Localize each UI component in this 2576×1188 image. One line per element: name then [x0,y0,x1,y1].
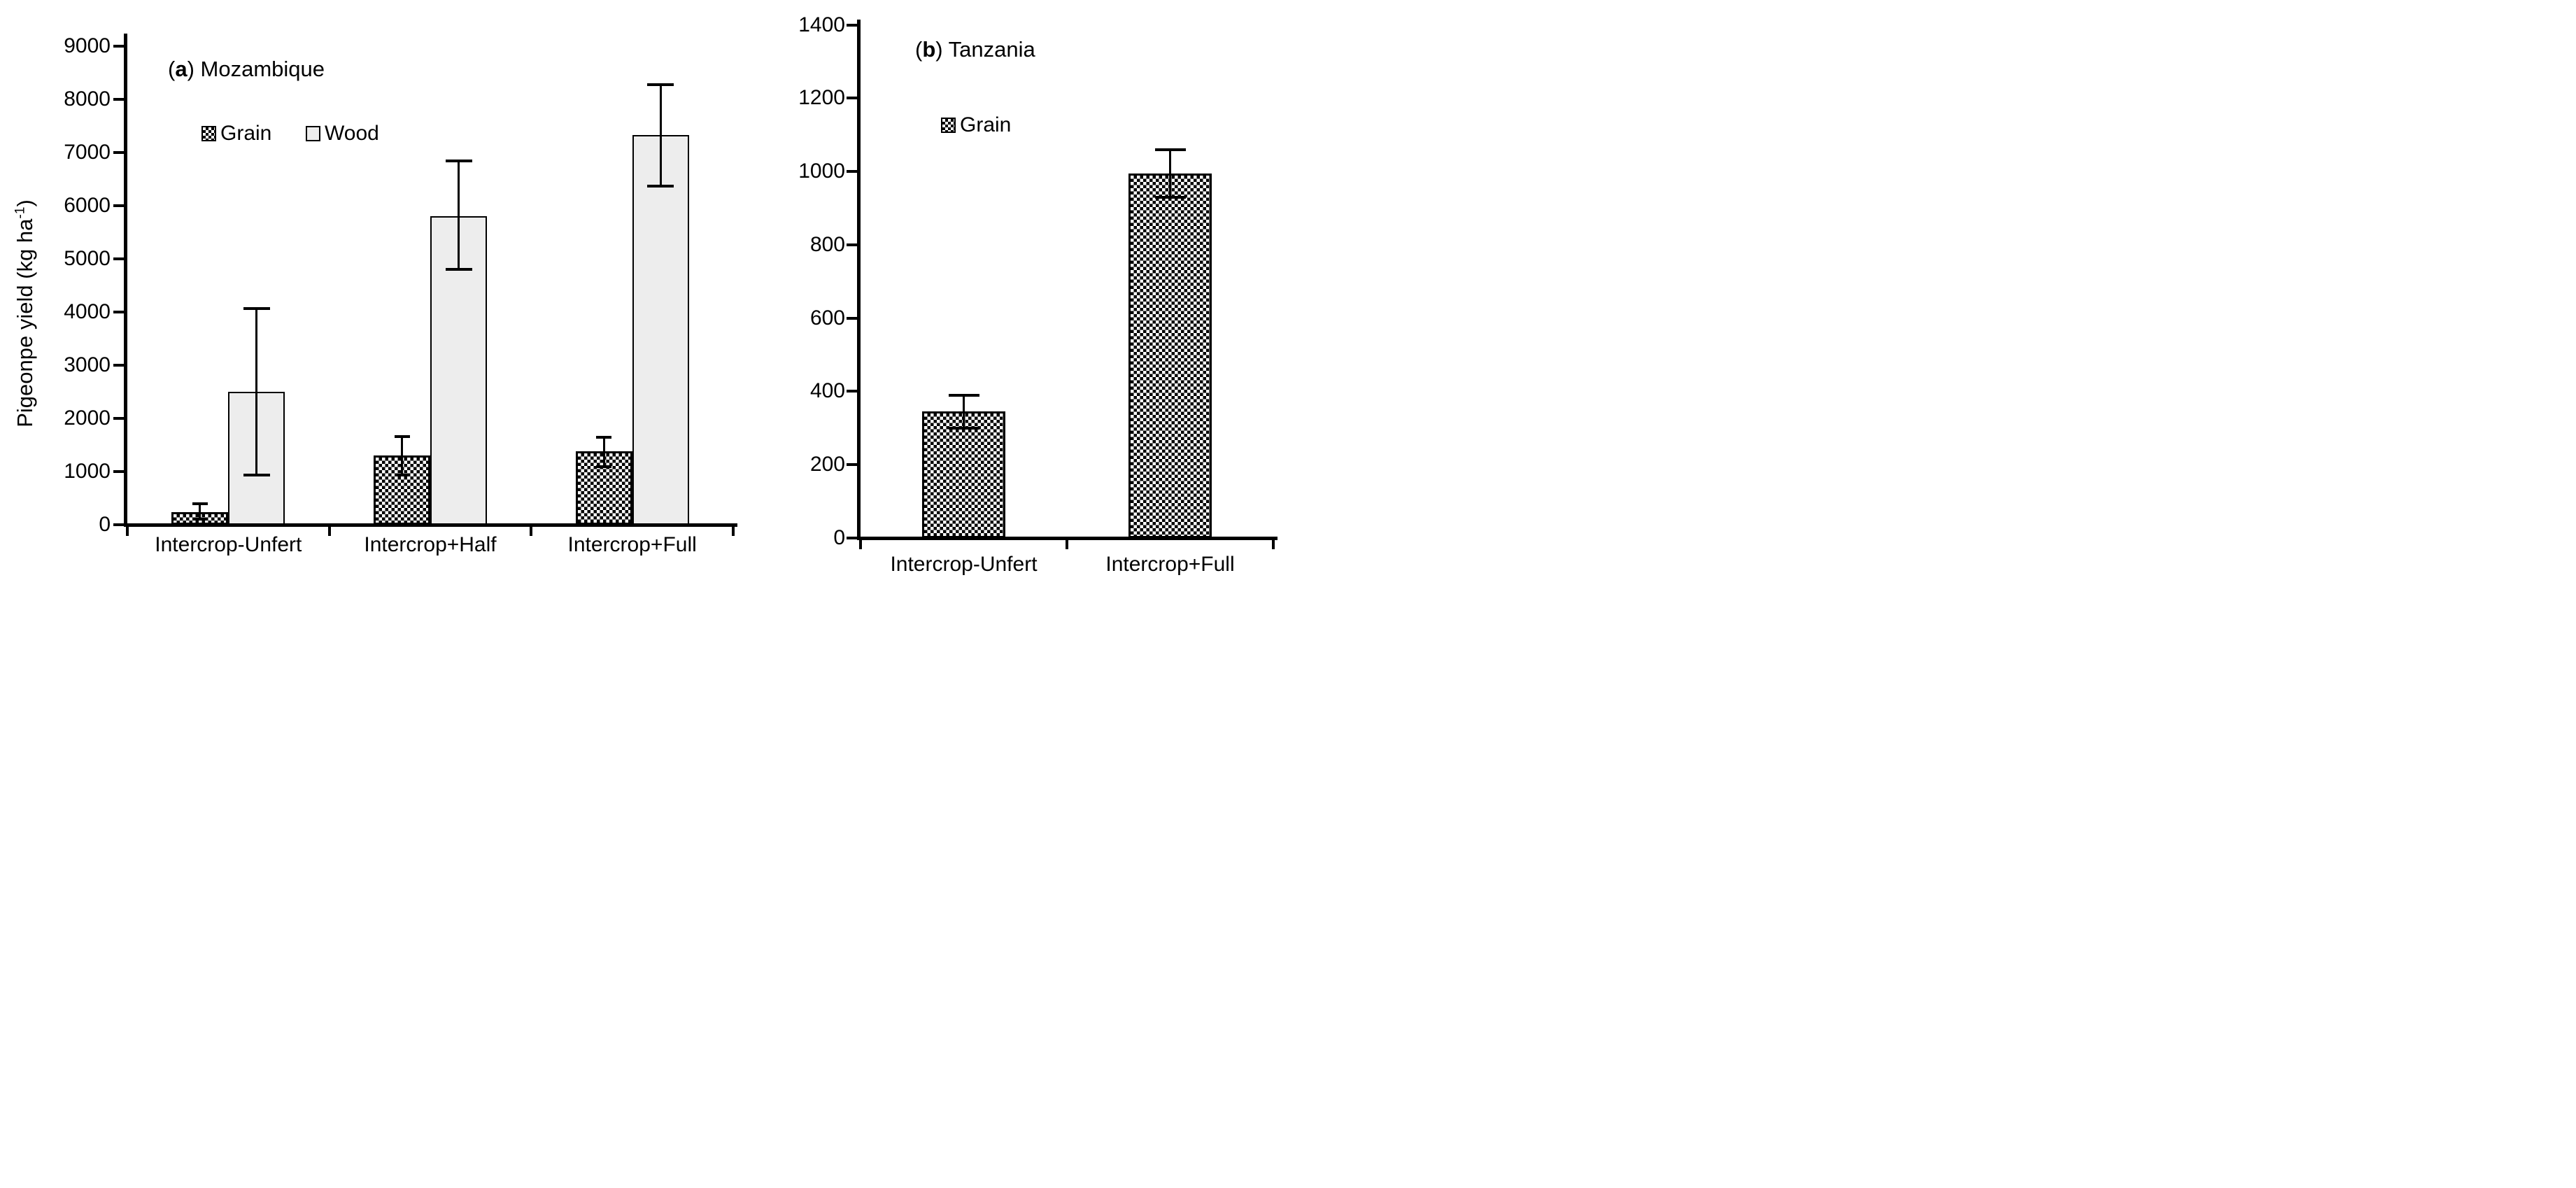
error-bar-cap-top [1154,148,1186,151]
error-bar-line [1169,149,1171,197]
x-axis-tick [859,539,862,549]
y-axis-tick-label: 6000 [64,194,111,217]
y-axis-tick [113,523,124,526]
error-bar-cap-top [596,436,612,439]
x-category-label: Intercrop-Unfert [155,533,302,556]
legend-item-grain: Grain [201,120,271,148]
y-axis-tick [847,170,857,174]
y-axis-tick [847,390,857,393]
y-axis-tick [113,45,124,48]
panel-a-title-rest: ) Mozambique [187,57,325,81]
error-bar-line [659,84,662,186]
y-axis-tick [847,97,857,100]
panel-b-title-letter: b [922,37,936,62]
legend-item-wood: Wood [306,120,379,148]
y-axis-tick-label: 3000 [64,353,111,376]
x-axis-tick [126,526,129,536]
x-axis-tick [327,526,331,536]
y-axis-tick [113,311,124,313]
panel-b-title-rest: ) Tanzania [935,37,1035,62]
panel-a-title-letter: a [175,57,187,81]
y-axis-line [857,20,861,540]
y-axis-tick-label: 8000 [64,87,111,111]
legend-swatch-wood [306,126,320,141]
error-bar-line [199,504,201,520]
error-bar-cap-bottom [1154,195,1186,199]
error-bar-cap-bottom [192,518,208,521]
error-bar-cap-bottom [445,268,472,271]
x-category-label: Intercrop+Full [567,533,697,556]
panel-a-title: (a) Mozambique [168,57,325,81]
error-bar-cap-top [948,393,979,397]
x-category-label: Intercrop+Half [364,533,497,556]
y-axis-tick [847,316,857,320]
bar-wood-intercrop+full [632,134,689,525]
error-bar-cap-bottom [243,474,270,477]
error-bar-line [255,308,258,476]
y-axis-tick-label: 1000 [64,460,111,483]
panel-a-mozambique: Pigeonpe yield (kg ha-1) (a) Mozambique … [0,0,1288,594]
y-axis-tick [847,243,857,246]
y-axis-tick [847,537,857,539]
error-bar-cap-top [243,306,270,310]
legend-swatch-grain [941,118,956,133]
figure: Pigeonpe yield (kg ha-1) (a) Mozambique … [0,0,1288,594]
y-axis-tick-label: 1200 [798,86,845,110]
y-axis-tick-label: 7000 [64,141,111,164]
x-category-label: Intercrop-Unfert [890,553,1038,576]
panel-a-title-paren: ( [168,57,176,81]
y-axis-tick-label: 0 [99,513,111,536]
error-bar-cap-bottom [394,473,410,476]
y-axis-tick-label: 1000 [798,160,845,183]
x-axis-tick [530,526,533,536]
legend-label-wood: Wood [325,122,379,145]
error-bar-cap-top [394,435,410,439]
error-bar-line [458,161,460,270]
legend-item-grain: Grain [941,111,1011,139]
y-axis-tick [113,151,124,154]
y-axis-tick [113,417,124,420]
legend-swatch-grain [201,126,216,141]
y-axis-line [124,34,127,527]
panel-b-tanzania: (b) Tanzania 0 200 400 600 800 1000 1200 1400 In… [0,0,1288,594]
y-axis-tick-label: 9000 [64,34,111,57]
x-axis-tick [732,526,735,536]
legend-label-grain: Grain [960,113,1012,136]
error-bar-cap-bottom [948,426,979,430]
y-axis-tick [113,364,124,367]
panel-b-title-paren: ( [915,37,923,62]
error-bar-cap-top [445,160,472,163]
x-axis-tick [1066,539,1068,549]
y-axis-tick [113,257,124,260]
y-axis-tick-label: 400 [809,379,845,403]
y-axis-tick-label: 4000 [64,300,111,323]
error-bar-line [401,437,403,475]
y-axis-tick-label: 0 [833,526,845,549]
x-axis-tick [1272,539,1275,549]
y-axis-tick [113,98,124,101]
panel-b-title: (b) Tanzania [915,38,1035,62]
y-axis-tick [113,204,124,207]
y-axis-tick-label: 2000 [64,406,111,430]
error-bar-line [963,395,965,428]
bar-grain-intercrop-unfert [922,411,1005,538]
y-axis-tick-label: 1400 [798,13,845,36]
bar-grain-intercrop+full [1128,173,1212,538]
error-bar-line [602,437,605,467]
y-axis-tick-label: 5000 [64,247,111,270]
y-axis-tick [847,23,857,27]
error-bar-cap-bottom [647,184,674,188]
y-axis-tick-label: 600 [809,306,845,330]
error-bar-cap-top [647,83,674,86]
error-bar-cap-bottom [596,465,612,468]
y-axis-tick-label: 200 [809,453,845,476]
y-axis-tick [113,470,124,473]
x-axis-line [124,523,737,527]
error-bar-cap-top [192,502,208,506]
y-axis-tick [847,463,857,467]
legend-label-grain: Grain [220,122,272,145]
x-axis-line [857,536,1278,540]
x-category-label: Intercrop+Full [1105,553,1235,576]
y-axis-tick-label: 800 [809,232,845,256]
